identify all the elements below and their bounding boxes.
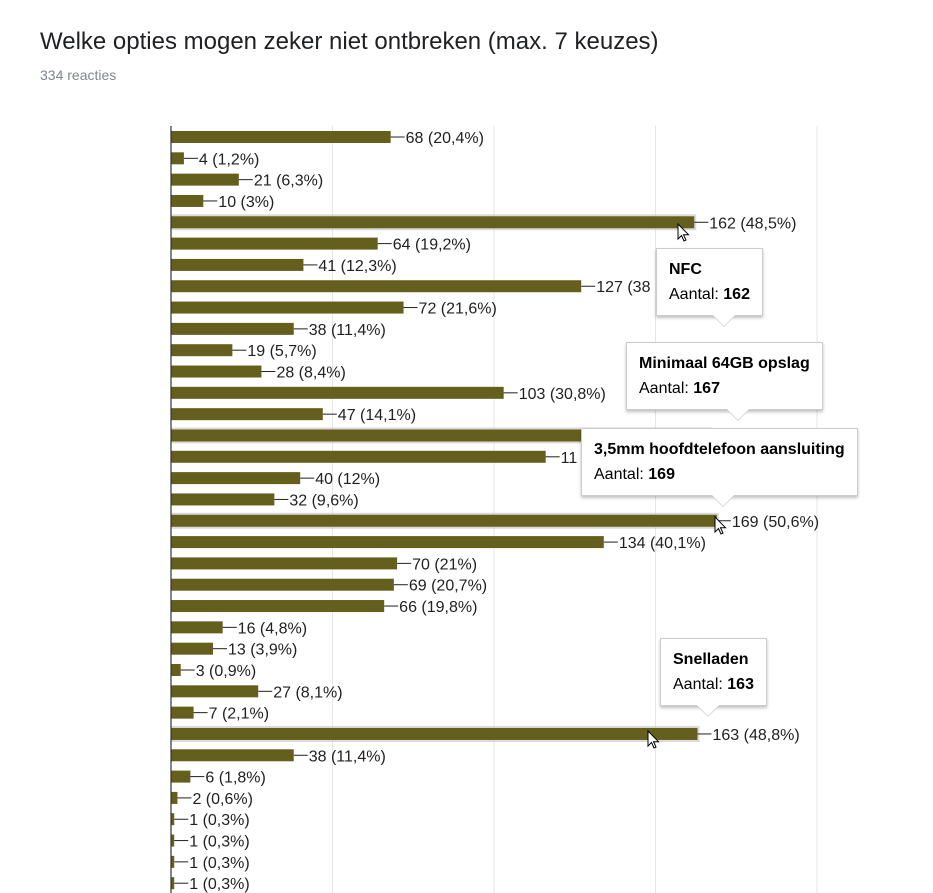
mouse-cursor-icon (677, 222, 690, 242)
bar[interactable] (171, 600, 385, 613)
tooltip-value: 169 (648, 466, 675, 483)
bar-value-label: 64 (19,2%) (393, 237, 471, 254)
bar-value-label: 68 (20,4%) (406, 130, 484, 147)
bar[interactable] (171, 216, 695, 229)
bar-value-label: 47 (14,1%) (338, 407, 416, 424)
bar-value-label: 4 (1,2%) (199, 151, 259, 168)
bar-value-label: 13 (3,9%) (228, 642, 297, 659)
tooltip-name: NFC (669, 261, 702, 278)
bar[interactable] (171, 514, 717, 527)
tooltip-value-label: Aantal: (673, 676, 723, 693)
tooltip-name: 3,5mm hoofdtelefoon aansluiting (594, 441, 845, 458)
bar[interactable] (171, 706, 194, 719)
tooltip-storage: Minimaal 64GB opslag Aantal: 167 (626, 342, 823, 410)
bar[interactable] (171, 791, 178, 804)
tooltip-fast-charging: Snelladen Aantal: 163 (660, 638, 767, 706)
tooltip-nfc: NFC Aantal: 162 (656, 248, 763, 316)
tooltip-name: Minimaal 64GB opslag (639, 355, 810, 372)
bar[interactable] (171, 301, 404, 314)
bar-value-label: 72 (21,6%) (419, 301, 497, 318)
tooltip-value-label: Aantal: (639, 380, 689, 397)
bar-value-label: 41 (12,3%) (318, 258, 396, 275)
bar-value-label: 11 (561, 450, 578, 467)
page-title: Welke opties mogen zeker niet ontbreken … (40, 28, 659, 55)
bar[interactable] (171, 855, 175, 868)
bar[interactable] (171, 557, 398, 570)
bar-value-label: 3 (0,9%) (196, 663, 256, 680)
bar-value-label: 127 (38 (596, 279, 650, 296)
bar[interactable] (171, 173, 239, 186)
tooltip-value: 162 (723, 286, 750, 303)
bar-value-label: 7 (2,1%) (209, 706, 269, 723)
bar-value-label: 16 (4,8%) (238, 620, 307, 637)
mouse-cursor-icon (647, 729, 660, 749)
bar-value-label: 10 (3%) (218, 194, 274, 211)
bar-value-label: 70 (21%) (412, 556, 477, 573)
bar-value-label: 27 (8,1%) (273, 684, 342, 701)
bar[interactable] (171, 472, 301, 485)
bar[interactable] (171, 408, 323, 421)
bar[interactable] (171, 365, 262, 378)
bar-value-label: 28 (8,4%) (276, 365, 345, 382)
bar[interactable] (171, 429, 711, 442)
response-count: 334 reacties (40, 67, 117, 83)
mouse-cursor-icon (714, 515, 727, 535)
bar-value-label: 32 (9,6%) (289, 492, 358, 509)
bar[interactable] (171, 536, 604, 549)
bar[interactable] (171, 280, 582, 293)
bar[interactable] (171, 450, 546, 463)
tooltip-value-label: Aantal: (669, 286, 719, 303)
bar[interactable] (171, 621, 223, 634)
bar-value-label: 169 (50,6%) (732, 514, 819, 531)
bar[interactable] (171, 813, 175, 826)
bar[interactable] (171, 131, 391, 143)
bar[interactable] (171, 258, 304, 271)
bar-value-label: 1 (0,3%) (189, 876, 249, 893)
bar-value-label: 1 (0,3%) (189, 812, 249, 829)
bar[interactable] (171, 727, 698, 740)
tooltip-value-label: Aantal: (594, 466, 644, 483)
bar-value-label: 69 (20,7%) (409, 578, 487, 595)
bar[interactable] (171, 578, 394, 591)
bar[interactable] (171, 322, 294, 335)
bar[interactable] (171, 770, 191, 783)
bar[interactable] (171, 344, 233, 357)
bar-value-label: 134 (40,1%) (619, 535, 706, 552)
bar-value-label: 1 (0,3%) (189, 855, 249, 872)
bar[interactable] (171, 877, 175, 890)
bar[interactable] (171, 749, 294, 762)
bar-value-label: 38 (11,4%) (309, 748, 386, 765)
bar-value-label: 162 (48,5%) (709, 215, 796, 232)
tooltip-name: Snelladen (673, 651, 749, 668)
bar-value-label: 103 (30,8%) (519, 386, 606, 403)
bar-value-label: 1 (0,3%) (189, 834, 249, 851)
bar-value-label: 6 (1,8%) (205, 770, 265, 787)
bar[interactable] (171, 834, 175, 847)
bar[interactable] (171, 493, 275, 506)
bar-value-label: 66 (19,8%) (399, 599, 477, 616)
bar-value-label: 19 (5,7%) (247, 343, 316, 360)
bar[interactable] (171, 642, 213, 655)
bar[interactable] (171, 685, 259, 698)
bar[interactable] (171, 386, 504, 399)
bar-value-label: 163 (48,8%) (712, 727, 799, 744)
tooltip-headphone-jack: 3,5mm hoofdtelefoon aansluiting Aantal: … (581, 428, 858, 496)
bar-value-label: 40 (12%) (315, 471, 380, 488)
bar-value-label: 21 (6,3%) (254, 173, 323, 190)
bar[interactable] (171, 664, 181, 676)
bar-value-label: 38 (11,4%) (309, 322, 386, 339)
bar[interactable] (171, 152, 184, 165)
tooltip-value: 163 (727, 676, 754, 693)
bar-value-label: 2 (0,6%) (192, 791, 252, 808)
bar[interactable] (171, 194, 204, 207)
bar[interactable] (171, 237, 378, 250)
tooltip-value: 167 (693, 380, 720, 397)
